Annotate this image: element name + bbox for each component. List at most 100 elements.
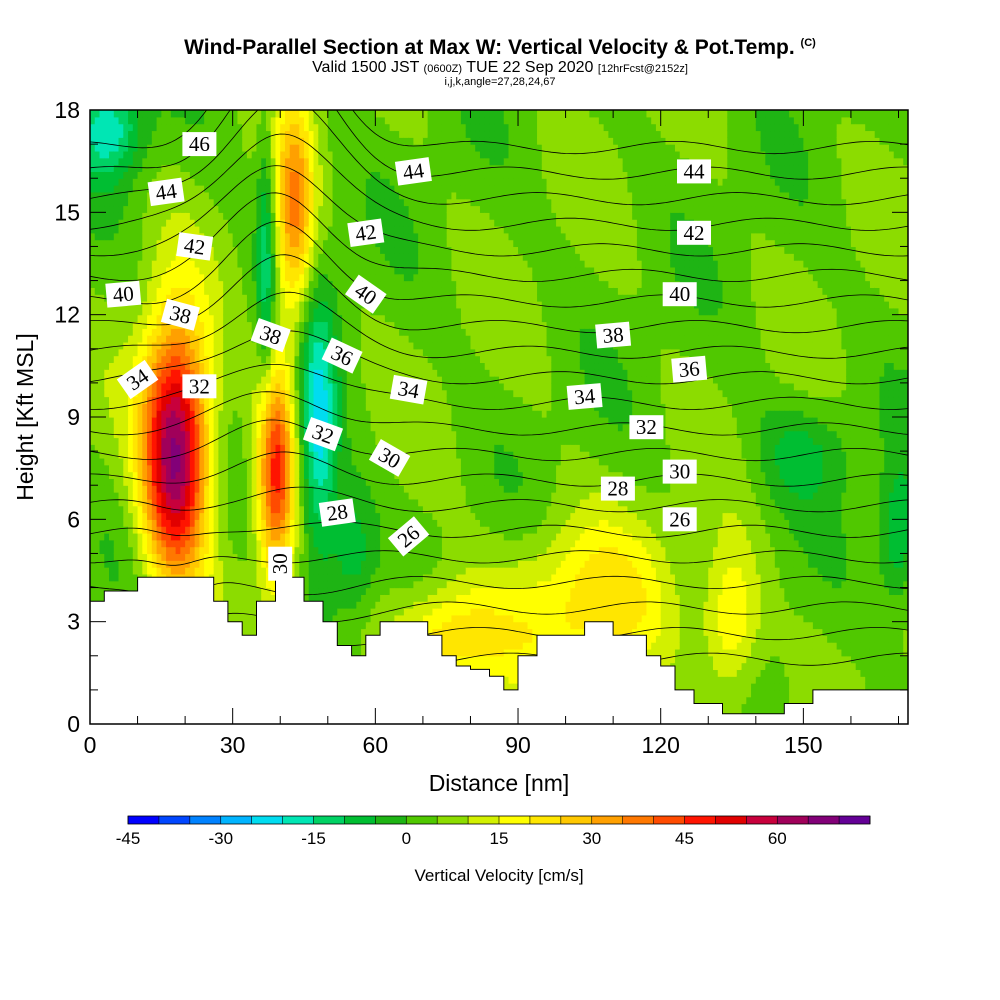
w-cell	[304, 294, 310, 302]
w-cell	[109, 478, 115, 486]
w-cell	[327, 417, 334, 425]
w-cell	[194, 116, 200, 125]
w-cell	[232, 273, 239, 282]
w-cell	[137, 464, 143, 473]
w-cell	[323, 587, 329, 595]
w-cell	[337, 219, 343, 227]
w-cell	[90, 587, 96, 595]
w-cell	[284, 457, 291, 466]
w-cell	[161, 239, 167, 248]
w-cell	[337, 191, 343, 200]
w-cell	[180, 341, 186, 350]
w-cell	[256, 273, 262, 282]
w-cell	[304, 157, 310, 166]
w-cell	[223, 437, 229, 445]
w-cell	[104, 430, 110, 439]
w-cell	[113, 532, 120, 541]
w-cell	[194, 539, 200, 548]
w-cell	[304, 376, 310, 384]
w-cell	[142, 212, 148, 220]
w-cell	[318, 144, 324, 152]
w-cell	[261, 587, 267, 595]
w-cell	[132, 335, 139, 343]
w-cell	[90, 219, 96, 227]
w-cell	[299, 505, 305, 514]
chart-subtitle: Valid 1500 JST (0600Z) TUE 22 Sep 2020 […	[0, 59, 1000, 77]
w-cell	[342, 164, 348, 172]
w-cell	[194, 526, 200, 534]
w-cell	[113, 492, 120, 500]
w-cell	[261, 546, 267, 555]
w-cell	[109, 369, 115, 377]
w-cell	[104, 444, 110, 452]
w-cell	[294, 485, 300, 493]
w-cell	[123, 355, 129, 364]
w-cell	[166, 376, 172, 384]
w-cell	[261, 444, 267, 452]
w-cell	[99, 314, 105, 323]
w-cell	[170, 382, 177, 391]
w-cell	[261, 307, 267, 316]
w-cell	[218, 137, 224, 145]
w-cell	[194, 355, 200, 364]
w-cell	[123, 444, 129, 452]
w-cell	[342, 560, 348, 568]
w-cell	[337, 532, 343, 541]
w-cell	[123, 307, 129, 316]
w-cell	[175, 355, 181, 364]
w-cell	[251, 587, 258, 595]
w-cell	[180, 539, 186, 548]
w-cell	[275, 355, 281, 364]
w-cell	[109, 546, 115, 555]
w-cell	[104, 219, 110, 227]
w-cell	[137, 417, 143, 425]
w-cell	[284, 335, 291, 343]
w-cell	[251, 123, 258, 132]
w-cell	[275, 410, 281, 418]
w-cell	[161, 526, 167, 534]
w-cell	[251, 457, 258, 466]
w-cell	[166, 266, 172, 275]
w-cell	[308, 178, 315, 186]
w-cell	[170, 246, 177, 254]
w-cell	[166, 553, 172, 561]
w-cell	[142, 328, 148, 336]
w-cell	[280, 110, 286, 118]
w-cell	[327, 403, 334, 411]
w-cell	[218, 553, 224, 561]
w-cell	[304, 178, 310, 186]
w-cell	[237, 144, 243, 152]
w-cell	[304, 567, 310, 575]
w-cell	[218, 471, 224, 479]
w-cell	[161, 389, 167, 398]
w-cell	[118, 417, 124, 425]
w-cell	[218, 362, 224, 370]
w-cell	[251, 171, 258, 179]
w-cell	[332, 130, 338, 138]
w-cell	[94, 512, 101, 520]
w-cell	[94, 437, 101, 445]
w-cell	[337, 601, 343, 609]
w-cell	[313, 260, 319, 268]
w-cell	[256, 580, 262, 589]
w-cell	[318, 567, 324, 575]
w-cell	[128, 225, 134, 234]
w-cell	[218, 485, 224, 493]
w-cell	[175, 376, 181, 384]
w-cell	[265, 417, 272, 425]
w-cell	[284, 444, 291, 452]
w-cell	[346, 280, 353, 288]
w-cell	[128, 355, 134, 364]
w-cell	[251, 232, 258, 241]
w-cell	[289, 410, 296, 418]
w-cell	[109, 396, 115, 404]
w-cell	[147, 485, 153, 493]
w-cell	[227, 185, 234, 193]
w-cell	[142, 164, 148, 172]
w-cell	[246, 301, 253, 309]
w-cell	[337, 492, 343, 500]
w-cell	[175, 130, 181, 138]
w-cell	[218, 580, 224, 589]
w-cell	[166, 150, 172, 159]
w-cell	[237, 273, 243, 282]
